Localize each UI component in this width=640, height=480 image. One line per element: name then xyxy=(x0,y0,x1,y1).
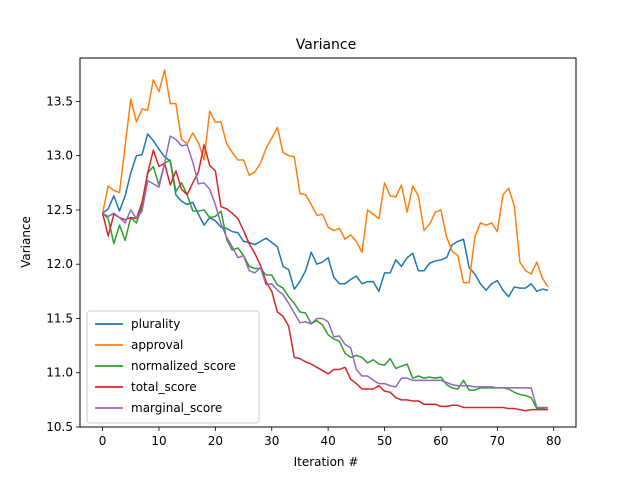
series-line-total_score xyxy=(101,144,549,412)
legend-label-plurality: plurality xyxy=(131,317,180,331)
y-tick-label: 13.5 xyxy=(46,94,73,108)
legend-label-total_score: total_score xyxy=(131,380,197,394)
y-tick-label: 10.5 xyxy=(46,420,73,434)
legend-label-approval: approval xyxy=(131,338,183,352)
chart-title: Variance xyxy=(296,37,356,53)
series-line-marginal_score xyxy=(102,135,549,409)
series-line-approval xyxy=(101,69,549,288)
legend-box xyxy=(86,310,260,424)
y-axis-ticks: 10.5 11.0 11.5 12.0 12.5 13.0 13.5 xyxy=(46,94,80,434)
y-tick-label: 12.0 xyxy=(46,257,73,271)
y-tick-label: 11.0 xyxy=(46,366,73,380)
x-tick-label: 20 xyxy=(208,434,223,448)
x-tick-label: 30 xyxy=(264,434,279,448)
legend-label-normalized_score: normalized_score xyxy=(131,359,236,373)
x-tick-label: 70 xyxy=(490,434,505,448)
series-line-normalized_score xyxy=(102,159,549,411)
legend: plurality approval normalized_score total_s… xyxy=(86,310,260,424)
x-tick-label: 50 xyxy=(377,434,392,448)
series-line-plurality xyxy=(102,133,549,298)
x-tick-label: 40 xyxy=(321,434,336,448)
y-tick-label: 11.5 xyxy=(46,311,73,325)
x-tick-label: 60 xyxy=(433,434,448,448)
legend-label-marginal_score: marginal_score xyxy=(131,401,222,415)
y-tick-label: 12.5 xyxy=(46,203,73,217)
x-tick-label: 10 xyxy=(151,434,166,448)
x-tick-label: 0 xyxy=(99,434,107,448)
series-layer xyxy=(101,69,549,412)
x-axis-ticks: 0 10 20 30 40 50 60 70 80 xyxy=(99,427,561,448)
x-tick-label: 80 xyxy=(546,434,561,448)
y-tick-label: 13.0 xyxy=(46,149,73,163)
y-axis-label: Variance xyxy=(19,216,33,268)
x-axis-label: Iteration # xyxy=(294,455,359,469)
